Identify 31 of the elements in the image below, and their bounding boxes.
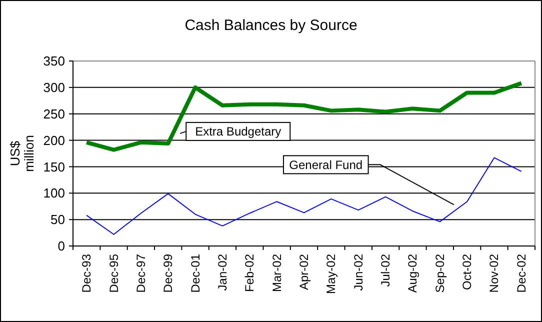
x-tick-label: Aug-02 <box>406 254 420 293</box>
y-tick-label: 350 <box>43 54 65 69</box>
x-tick-label: Sep-02 <box>432 254 447 293</box>
x-tick-label: Apr-02 <box>297 254 311 290</box>
x-tick-label: Nov-02 <box>487 254 502 293</box>
x-tick-label: Dec-93 <box>80 254 94 293</box>
x-tick-label: Dec-02 <box>514 254 528 293</box>
x-tick-label: Dec-97 <box>134 254 148 293</box>
x-tick-label: Jan-02 <box>215 254 230 291</box>
y-tick-label: 200 <box>43 132 65 148</box>
y-tick-label: 100 <box>43 186 65 201</box>
y-tick-label: 300 <box>43 80 65 95</box>
x-tick-label: May-02 <box>324 254 338 294</box>
line-series <box>86 157 522 235</box>
chart-title: Cash Balances by Source <box>184 17 358 34</box>
x-tick-label: Dec-99 <box>161 254 176 293</box>
series-label: Extra Budgetary <box>195 124 282 139</box>
x-tick-label: Jun-02 <box>351 254 366 291</box>
y-tick-label: 0 <box>58 238 65 254</box>
x-tick-label: Dec-01 <box>188 254 202 293</box>
y-tick-label: 50 <box>50 212 65 228</box>
y-tick-label: 250 <box>43 106 65 122</box>
x-tick-label: Oct-02 <box>460 254 474 290</box>
line-series <box>84 81 524 152</box>
x-tick-label: Feb-02 <box>242 254 257 292</box>
y-axis-title: US$ million <box>7 135 37 172</box>
x-tick-label: Jul-02 <box>378 254 393 287</box>
x-tick-label: Mar-02 <box>270 254 284 292</box>
text: General Fund <box>289 158 363 172</box>
y-tick-label: 150 <box>43 159 65 174</box>
x-tick-label: Dec-95 <box>106 254 121 293</box>
